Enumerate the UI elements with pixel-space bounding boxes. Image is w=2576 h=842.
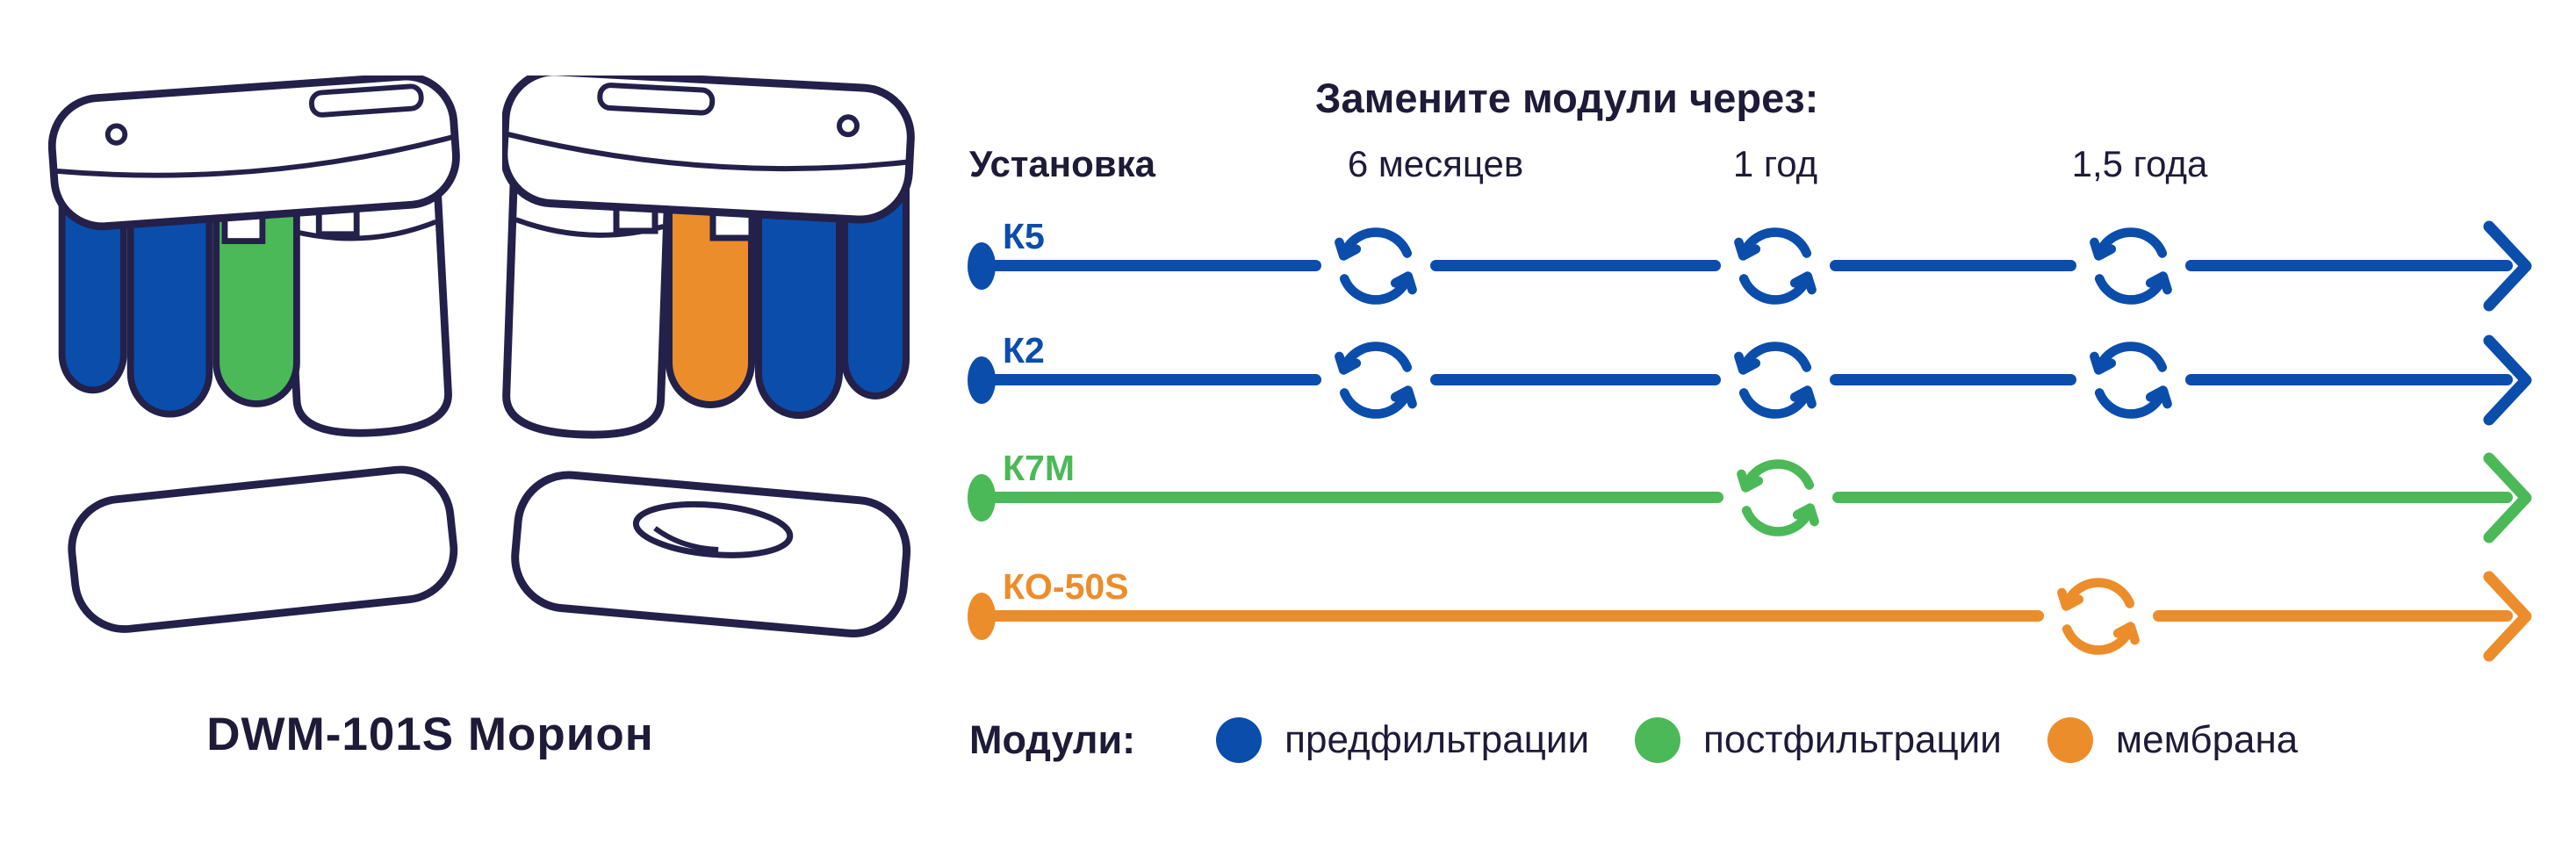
module-label: К5 [1003,216,1045,256]
legend-item-blue: предфильтрации [1216,717,1589,763]
replace-cycle-icon [2080,329,2182,431]
timeline-line-segment [1830,260,2076,271]
timeline-arrow-icon [2482,218,2535,314]
filter-device-back-illustration [502,76,915,637]
column-header-install: Установка [969,143,1155,184]
legend-title: Модули: [969,717,1136,762]
module-label: КО-50S [1003,566,1129,607]
column-header-1: 6 месяцев [1347,143,1524,184]
legend-label: предфильтрации [1284,718,1590,761]
timeline-line-segment [2185,374,2513,385]
timeline-line-segment [1830,374,2076,385]
replace-cycle-icon [1325,329,1427,431]
timeline-line-segment [2185,260,2513,271]
legend-item-green: постфильтрации [1635,717,2002,763]
timeline-line-segment [1430,260,1721,271]
legend-label: мембрана [2115,718,2299,761]
replace-cycle-icon [1724,329,1826,431]
replace-cycle-icon [1325,215,1427,317]
timeline-line-segment [980,260,1321,271]
timeline-row-К2: К2 [966,323,2576,437]
modules-legend: Модули: предфильтрации постфильтрации мемб… [969,713,2298,767]
module-label: К2 [1003,330,1045,371]
column-header-2: 1 год [1732,143,1818,184]
timeline-row-К7М: К7М [966,441,2576,555]
replace-cycle-icon [1724,215,1826,317]
timeline-line-segment [2153,610,2513,622]
timeline-arrow-icon [2482,332,2535,428]
legend-dot-green [1635,717,1681,763]
timeline-arrow-icon [2482,450,2535,546]
device-model-caption: DWM-101S Морион [206,709,654,760]
timeline-title: Замените модули через: [1315,75,1819,121]
timeline-line-segment [980,492,1723,503]
timeline-row-КО-50S: КО-50S [966,559,2576,673]
legend-label: постфильтрации [1703,718,2002,761]
timeline-line-segment [980,374,1321,385]
timeline-line-segment [980,610,2044,622]
replace-cycle-icon [1727,447,1829,549]
module-label: К7М [1003,448,1075,488]
replace-cycle-icon [2080,215,2182,317]
legend-dot-orange [2047,717,2093,763]
filter-device-front-illustration [48,76,460,633]
timeline-row-К5: К5 [966,209,2576,323]
timeline-line-segment [1832,492,2513,503]
replace-cycle-icon [2047,565,2149,667]
timeline-line-segment [1430,374,1721,385]
column-header-3: 1,5 года [2071,143,2208,184]
legend-dot-blue [1216,717,1263,763]
timeline-arrow-icon [2482,568,2535,665]
legend-item-orange: мембрана [2047,717,2298,763]
